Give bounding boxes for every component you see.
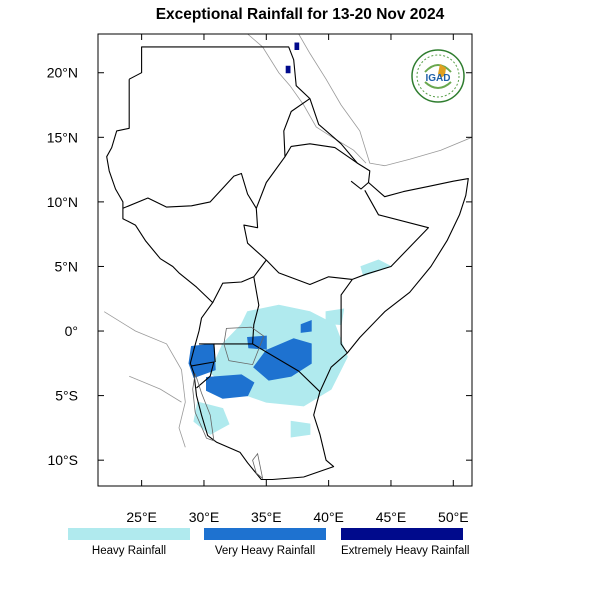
igad-country-borders bbox=[106, 46, 469, 481]
map-frame bbox=[97, 33, 473, 487]
igad-logo: IGAD bbox=[410, 48, 466, 104]
rain-area-heavy bbox=[193, 401, 230, 435]
rain-area-extreme bbox=[294, 42, 300, 50]
country-border bbox=[352, 190, 429, 280]
legend-swatch-very-heavy bbox=[204, 528, 326, 540]
lake-outline bbox=[192, 373, 215, 442]
outside-border-line bbox=[103, 311, 186, 448]
lat-tick-label: 0° bbox=[65, 323, 78, 339]
lat-tick-label: 10°S bbox=[47, 452, 78, 468]
legend-label-heavy: Heavy Rainfall bbox=[91, 545, 167, 557]
rain-area-extreme bbox=[285, 65, 291, 74]
lat-tick-label: 5°S bbox=[55, 388, 78, 404]
lake-outline bbox=[252, 452, 264, 480]
lat-tick-label: 15°N bbox=[47, 129, 78, 145]
country-border bbox=[255, 143, 358, 209]
legend-extreme: Extremely Heavy Rainfall bbox=[341, 528, 469, 557]
country-border bbox=[340, 279, 353, 354]
country-border bbox=[350, 180, 369, 190]
legend-swatch-heavy bbox=[68, 528, 190, 540]
outside-borders bbox=[103, 34, 472, 448]
lon-tick-label: 25°E bbox=[126, 509, 157, 525]
lon-tick-label: 45°E bbox=[376, 509, 407, 525]
lat-tick-label: 20°N bbox=[47, 65, 78, 81]
lon-tick-label: 40°E bbox=[313, 509, 344, 525]
lake-outline bbox=[223, 326, 265, 366]
legend-swatch-extreme bbox=[341, 528, 463, 540]
outside-border-line bbox=[129, 375, 182, 403]
country-border bbox=[283, 98, 311, 157]
legend-label-extreme: Extremely Heavy Rainfall bbox=[341, 545, 470, 557]
lat-tick-label: 10°N bbox=[47, 194, 78, 210]
country-border bbox=[213, 343, 216, 363]
map-title: Exceptional Rainfall for 13-20 Nov 2024 bbox=[155, 6, 445, 23]
country-border bbox=[212, 259, 267, 303]
rainfall-layer bbox=[188, 42, 393, 438]
axis-ticks: 25°E 30°E 35°E 40°E 45°E 50°E 20°N 15°N 10°N 5°N 0… bbox=[47, 34, 472, 525]
country-border bbox=[265, 259, 353, 286]
country-border bbox=[252, 276, 260, 344]
country-border bbox=[243, 208, 267, 261]
lon-tick-label: 50°E bbox=[438, 509, 469, 525]
lon-tick-label: 35°E bbox=[251, 509, 282, 525]
country-border bbox=[252, 343, 321, 393]
outside-border-line bbox=[247, 34, 367, 164]
outside-border-line bbox=[298, 34, 472, 167]
country-border bbox=[122, 172, 257, 209]
rain-area-very-heavy bbox=[206, 374, 255, 399]
rain-area-very-heavy bbox=[300, 319, 312, 333]
igad-outline bbox=[106, 46, 469, 481]
lon-tick-label: 30°E bbox=[189, 509, 220, 525]
lat-tick-label: 5°N bbox=[55, 258, 79, 274]
legend-very-heavy: Very Heavy Rainfall bbox=[204, 528, 326, 557]
rain-area-very-heavy bbox=[247, 335, 267, 350]
rain-area-heavy bbox=[290, 420, 311, 438]
country-border bbox=[191, 361, 215, 389]
legend-label-very-heavy: Very Heavy Rainfall bbox=[214, 545, 316, 557]
legend-heavy: Heavy Rainfall bbox=[68, 528, 190, 557]
logo-text: IGAD bbox=[426, 73, 451, 84]
